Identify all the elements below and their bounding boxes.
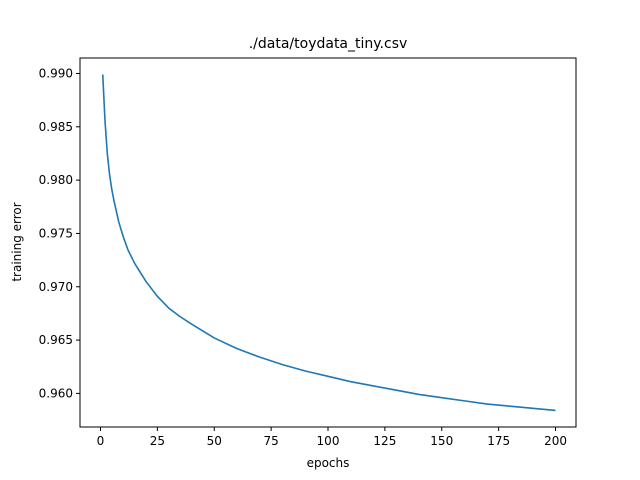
x-tick-label: 50 (207, 434, 222, 448)
y-tick-label: 0.985 (39, 120, 73, 134)
y-tick-label: 0.960 (39, 386, 73, 400)
x-axis: 0 25 50 75 100 125 150 175 200 (97, 427, 567, 448)
chart-title: ./data/toydata_tiny.csv (249, 36, 408, 52)
x-tick-label: 150 (430, 434, 453, 448)
y-axis: 0.960 0.965 0.970 0.975 0.980 0.985 0.990 (39, 66, 80, 400)
x-tick-label: 75 (263, 434, 278, 448)
y-tick-label: 0.980 (39, 173, 73, 187)
y-axis-label: training error (10, 202, 24, 281)
x-tick-label: 125 (373, 434, 396, 448)
x-axis-label: epochs (307, 456, 350, 470)
y-tick-label: 0.970 (39, 280, 73, 294)
x-tick-label: 0 (97, 434, 105, 448)
y-tick-label: 0.965 (39, 333, 73, 347)
series-lines (101, 74, 556, 412)
plot-frame (79, 57, 577, 428)
series-line (101, 74, 556, 412)
x-tick-label: 100 (317, 434, 340, 448)
x-tick-label: 25 (150, 434, 165, 448)
y-tick-label: 0.990 (39, 66, 73, 80)
x-tick-label: 175 (487, 434, 510, 448)
x-tick-label: 200 (544, 434, 567, 448)
y-tick-label: 0.975 (39, 226, 73, 240)
